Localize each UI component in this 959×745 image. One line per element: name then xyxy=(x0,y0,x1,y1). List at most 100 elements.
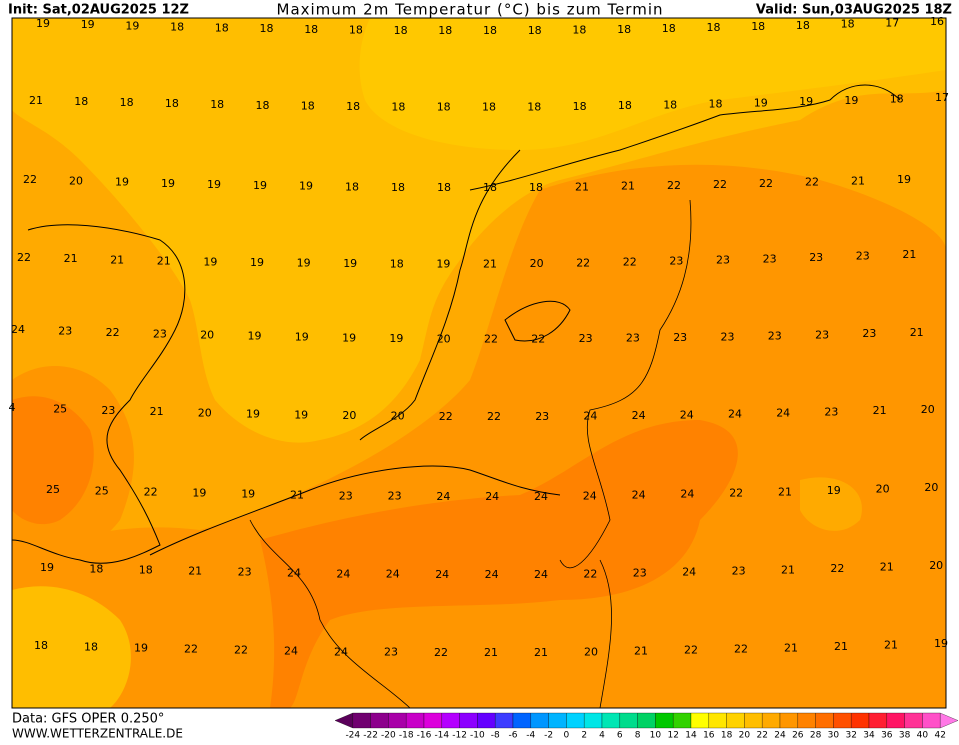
grid-value: 24 xyxy=(386,568,400,581)
grid-value: 18 xyxy=(617,23,631,36)
grid-value: 19 xyxy=(436,258,450,271)
colorbar-swatch xyxy=(548,712,567,729)
grid-value: 20 xyxy=(876,483,890,496)
grid-value: 22 xyxy=(583,567,597,580)
colorbar-swatch xyxy=(904,712,923,729)
grid-value: 24 xyxy=(534,490,548,503)
grid-value: 18 xyxy=(483,24,497,37)
grid-value: 22 xyxy=(576,256,590,269)
grid-value: 19 xyxy=(934,637,948,650)
grid-value: 21 xyxy=(884,639,898,652)
grid-value: 18 xyxy=(210,98,224,111)
grid-value: 24 xyxy=(436,490,450,503)
field-24 xyxy=(260,420,738,708)
grid-value: 4 xyxy=(9,401,16,414)
grid-value: 24 xyxy=(776,406,790,419)
grid-value: 23 xyxy=(763,252,777,265)
grid-value: 22 xyxy=(759,177,773,190)
coastline-continent xyxy=(149,84,901,556)
grid-value: 21 xyxy=(910,326,924,339)
grid-value: 18 xyxy=(841,18,855,31)
colorbar-label: -18 xyxy=(399,731,414,741)
colorbar-label: 2 xyxy=(581,731,587,741)
grid-value: 19 xyxy=(295,331,309,344)
colorbar-swatch xyxy=(388,712,407,729)
colorbar-label: 26 xyxy=(792,731,804,741)
grid-value: 21 xyxy=(781,563,795,576)
grid-value: 20 xyxy=(391,410,405,423)
grid-value: 18 xyxy=(707,21,721,34)
grid-value: 19 xyxy=(246,407,260,420)
colorbar-label: 36 xyxy=(881,731,893,741)
grid-value: 19 xyxy=(134,642,148,655)
grid-value: 22 xyxy=(439,410,453,423)
colorbar-label: 40 xyxy=(917,731,929,741)
grid-value: 18 xyxy=(529,181,543,194)
grid-value: 18 xyxy=(751,20,765,33)
grid-value: 19 xyxy=(827,484,841,497)
grid-value: 18 xyxy=(345,180,359,193)
grid-value: 20 xyxy=(584,645,598,658)
colorbar-label: -6 xyxy=(509,731,518,741)
grid-value: 22 xyxy=(106,326,120,339)
grid-value: 23 xyxy=(721,330,735,343)
grid-value: 21 xyxy=(534,646,548,659)
grid-value: 22 xyxy=(713,178,727,191)
colorbar-label: -4 xyxy=(526,731,535,741)
data-source: Data: GFS OPER 0.250° xyxy=(12,712,164,727)
grid-value: 20 xyxy=(200,329,214,342)
grid-value: 18 xyxy=(215,21,229,34)
grid-value: 18 xyxy=(34,639,48,652)
grid-value: 18 xyxy=(256,99,270,112)
grid-value: 19 xyxy=(40,561,54,574)
grid-value: 18 xyxy=(89,562,103,575)
grid-value: 21 xyxy=(834,640,848,653)
grid-value: 19 xyxy=(343,257,357,270)
grid-value: 19 xyxy=(241,488,255,501)
colorbar-swatch xyxy=(797,712,816,729)
grid-value: 18 xyxy=(709,97,723,110)
grid-value: 17 xyxy=(935,91,949,104)
colorbar-label: -22 xyxy=(363,731,378,741)
grid-value: 23 xyxy=(153,327,167,340)
colorbar-label: 18 xyxy=(721,731,733,741)
grid-value: 21 xyxy=(880,561,894,574)
grid-value: 18 xyxy=(390,257,404,270)
grid-value: 23 xyxy=(768,329,782,342)
grid-value: 21 xyxy=(29,94,43,107)
grid-value: 23 xyxy=(58,324,72,337)
grid-value: 23 xyxy=(673,331,687,344)
grid-value: 19 xyxy=(81,18,95,31)
grid-value: 21 xyxy=(575,180,589,193)
grid-value: 18 xyxy=(394,24,408,37)
colorbar-swatch xyxy=(441,712,460,729)
grid-value: 24 xyxy=(680,408,694,421)
colorbar-swatch xyxy=(940,712,959,729)
colorbar-swatch xyxy=(655,712,674,729)
grid-value: 22 xyxy=(729,487,743,500)
grid-value: 18 xyxy=(304,23,318,36)
grid-value: 20 xyxy=(530,257,544,270)
colorbar-swatch xyxy=(637,712,656,729)
colorbar-swatch xyxy=(833,712,852,729)
colorbar-label: -16 xyxy=(417,731,432,741)
grid-value: 18 xyxy=(437,101,451,114)
colorbar-swatch xyxy=(868,712,887,729)
grid-value: 18 xyxy=(391,100,405,113)
borders xyxy=(249,199,692,709)
grid-value: 18 xyxy=(391,181,405,194)
colorbar-swatch xyxy=(815,712,834,729)
grid-value: 21 xyxy=(621,180,635,193)
grid-value: 23 xyxy=(626,332,640,345)
grid-value: 18 xyxy=(349,23,363,36)
grid-value: 22 xyxy=(434,646,448,659)
grid-value: 24 xyxy=(534,568,548,581)
grid-value: 20 xyxy=(437,332,451,345)
grid-value: 22 xyxy=(623,256,637,269)
colorbar-swatch xyxy=(566,712,585,729)
colorbar-label: 0 xyxy=(564,731,570,741)
colorbar-swatch xyxy=(477,712,496,729)
colorbar-label: 4 xyxy=(599,731,605,741)
grid-value: 21 xyxy=(150,405,164,418)
grid-value: 21 xyxy=(851,174,865,187)
